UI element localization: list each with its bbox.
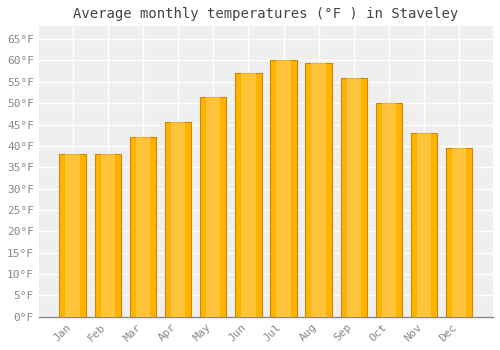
Bar — [376, 103, 402, 317]
Bar — [130, 137, 156, 317]
Bar — [60, 154, 86, 317]
Bar — [66, 154, 80, 317]
Bar — [446, 148, 472, 317]
Bar — [452, 148, 466, 317]
Bar — [306, 63, 332, 317]
Bar — [100, 154, 115, 317]
Bar — [312, 63, 326, 317]
Bar — [171, 122, 186, 317]
Title: Average monthly temperatures (°F ) in Staveley: Average monthly temperatures (°F ) in St… — [74, 7, 458, 21]
Bar — [235, 73, 262, 317]
Bar — [417, 133, 432, 317]
Bar — [411, 133, 438, 317]
Bar — [206, 97, 220, 317]
Bar — [165, 122, 191, 317]
Bar — [136, 137, 150, 317]
Bar — [270, 61, 296, 317]
Bar — [276, 61, 291, 317]
Bar — [340, 78, 367, 317]
Bar — [94, 154, 121, 317]
Bar — [382, 103, 396, 317]
Bar — [200, 97, 226, 317]
Bar — [346, 78, 361, 317]
Bar — [241, 73, 256, 317]
